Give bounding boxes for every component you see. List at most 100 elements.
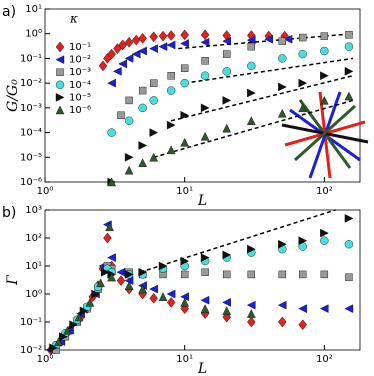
y-tick-label: 10⁻³ bbox=[20, 103, 42, 114]
data-point bbox=[149, 152, 159, 162]
data-point bbox=[344, 42, 354, 51]
x-tick-label: 10² bbox=[316, 186, 333, 197]
data-point bbox=[112, 67, 122, 76]
data-point bbox=[166, 145, 176, 155]
legend-label: 10⁻⁵ bbox=[69, 92, 91, 103]
data-point bbox=[166, 86, 176, 95]
data-point bbox=[124, 270, 134, 279]
data-point bbox=[320, 228, 329, 238]
data-point bbox=[200, 37, 210, 47]
data-point bbox=[166, 120, 176, 130]
data-point bbox=[149, 96, 158, 105]
data-point bbox=[298, 103, 308, 113]
crystal-icon bbox=[281, 91, 369, 179]
data-point bbox=[166, 297, 176, 308]
data-point bbox=[277, 108, 287, 118]
legend-label: 10⁻¹ bbox=[69, 42, 91, 53]
guide-line bbox=[178, 32, 353, 50]
legend-marker bbox=[55, 41, 65, 53]
legend-marker bbox=[55, 80, 65, 90]
data-point bbox=[149, 128, 159, 137]
data-point bbox=[320, 95, 329, 105]
data-point bbox=[298, 319, 307, 331]
data-point bbox=[118, 39, 127, 51]
data-point bbox=[247, 316, 256, 328]
data-point bbox=[344, 240, 354, 249]
plot-frame bbox=[44, 209, 361, 351]
data-point bbox=[117, 111, 125, 119]
data-point bbox=[223, 270, 231, 279]
data-point bbox=[138, 284, 147, 294]
data-point bbox=[298, 236, 308, 246]
data-point bbox=[283, 34, 293, 44]
legend-marker bbox=[55, 55, 65, 64]
data-point bbox=[180, 78, 189, 88]
data-point bbox=[131, 49, 141, 59]
data-point bbox=[222, 67, 231, 76]
data-point bbox=[345, 31, 353, 39]
legend-marker bbox=[55, 93, 65, 102]
data-point bbox=[247, 270, 256, 279]
legend-marker bbox=[55, 105, 65, 115]
data-point bbox=[277, 300, 287, 310]
data-point bbox=[131, 34, 141, 46]
data-point bbox=[344, 304, 354, 313]
data-point bbox=[247, 88, 256, 98]
y-tick-label: 10³ bbox=[25, 205, 42, 216]
data-point bbox=[138, 158, 147, 167]
y-axis-label: G/G₀ bbox=[5, 79, 21, 112]
data-point bbox=[124, 116, 134, 125]
data-point bbox=[149, 79, 158, 87]
legend-title: κ bbox=[69, 12, 78, 26]
data-point bbox=[149, 284, 158, 294]
x-axis-label: L bbox=[197, 193, 207, 209]
data-point bbox=[222, 298, 231, 307]
data-point bbox=[54, 337, 63, 346]
data-point bbox=[222, 123, 232, 133]
data-point bbox=[138, 33, 147, 44]
y-tick-label: 10¹ bbox=[25, 4, 42, 15]
y-tick-label: 10⁻¹ bbox=[20, 317, 42, 328]
data-point bbox=[63, 325, 72, 335]
guide-line bbox=[184, 57, 353, 84]
data-point bbox=[200, 131, 210, 141]
panel-label: a) bbox=[2, 4, 16, 20]
data-point bbox=[116, 267, 126, 277]
data-point bbox=[149, 293, 158, 304]
x-axis-label: L bbox=[197, 361, 207, 376]
data-point bbox=[222, 96, 232, 105]
data-point bbox=[278, 54, 287, 63]
data-point bbox=[59, 332, 68, 341]
guide-line bbox=[170, 74, 354, 122]
x-tick-label: 10² bbox=[316, 354, 333, 365]
data-point bbox=[107, 128, 116, 137]
data-point bbox=[91, 289, 100, 299]
data-point bbox=[278, 82, 287, 92]
plot-frame bbox=[44, 8, 361, 183]
y-tick-label: 10⁻⁵ bbox=[20, 152, 42, 163]
data-point bbox=[298, 49, 307, 59]
data-point bbox=[116, 275, 126, 286]
data-point bbox=[246, 35, 256, 45]
data-point bbox=[299, 33, 307, 42]
guide-line bbox=[139, 209, 336, 273]
data-point bbox=[74, 312, 84, 322]
x-tick-label: 10⁰ bbox=[37, 354, 54, 365]
data-point bbox=[320, 236, 329, 245]
data-point bbox=[158, 292, 168, 301]
data-point bbox=[79, 306, 89, 316]
data-point bbox=[200, 304, 210, 313]
data-point bbox=[180, 256, 190, 266]
data-point bbox=[107, 48, 116, 60]
data-point bbox=[320, 71, 329, 81]
data-point bbox=[200, 29, 210, 41]
data-point bbox=[298, 78, 308, 88]
legend-label: 10⁻⁴ bbox=[69, 80, 91, 91]
data-point bbox=[118, 59, 127, 69]
data-point bbox=[107, 253, 116, 262]
data-point bbox=[320, 32, 329, 40]
y-tick-label: 10⁰ bbox=[25, 29, 42, 40]
legend-label: 10⁻² bbox=[69, 55, 91, 66]
